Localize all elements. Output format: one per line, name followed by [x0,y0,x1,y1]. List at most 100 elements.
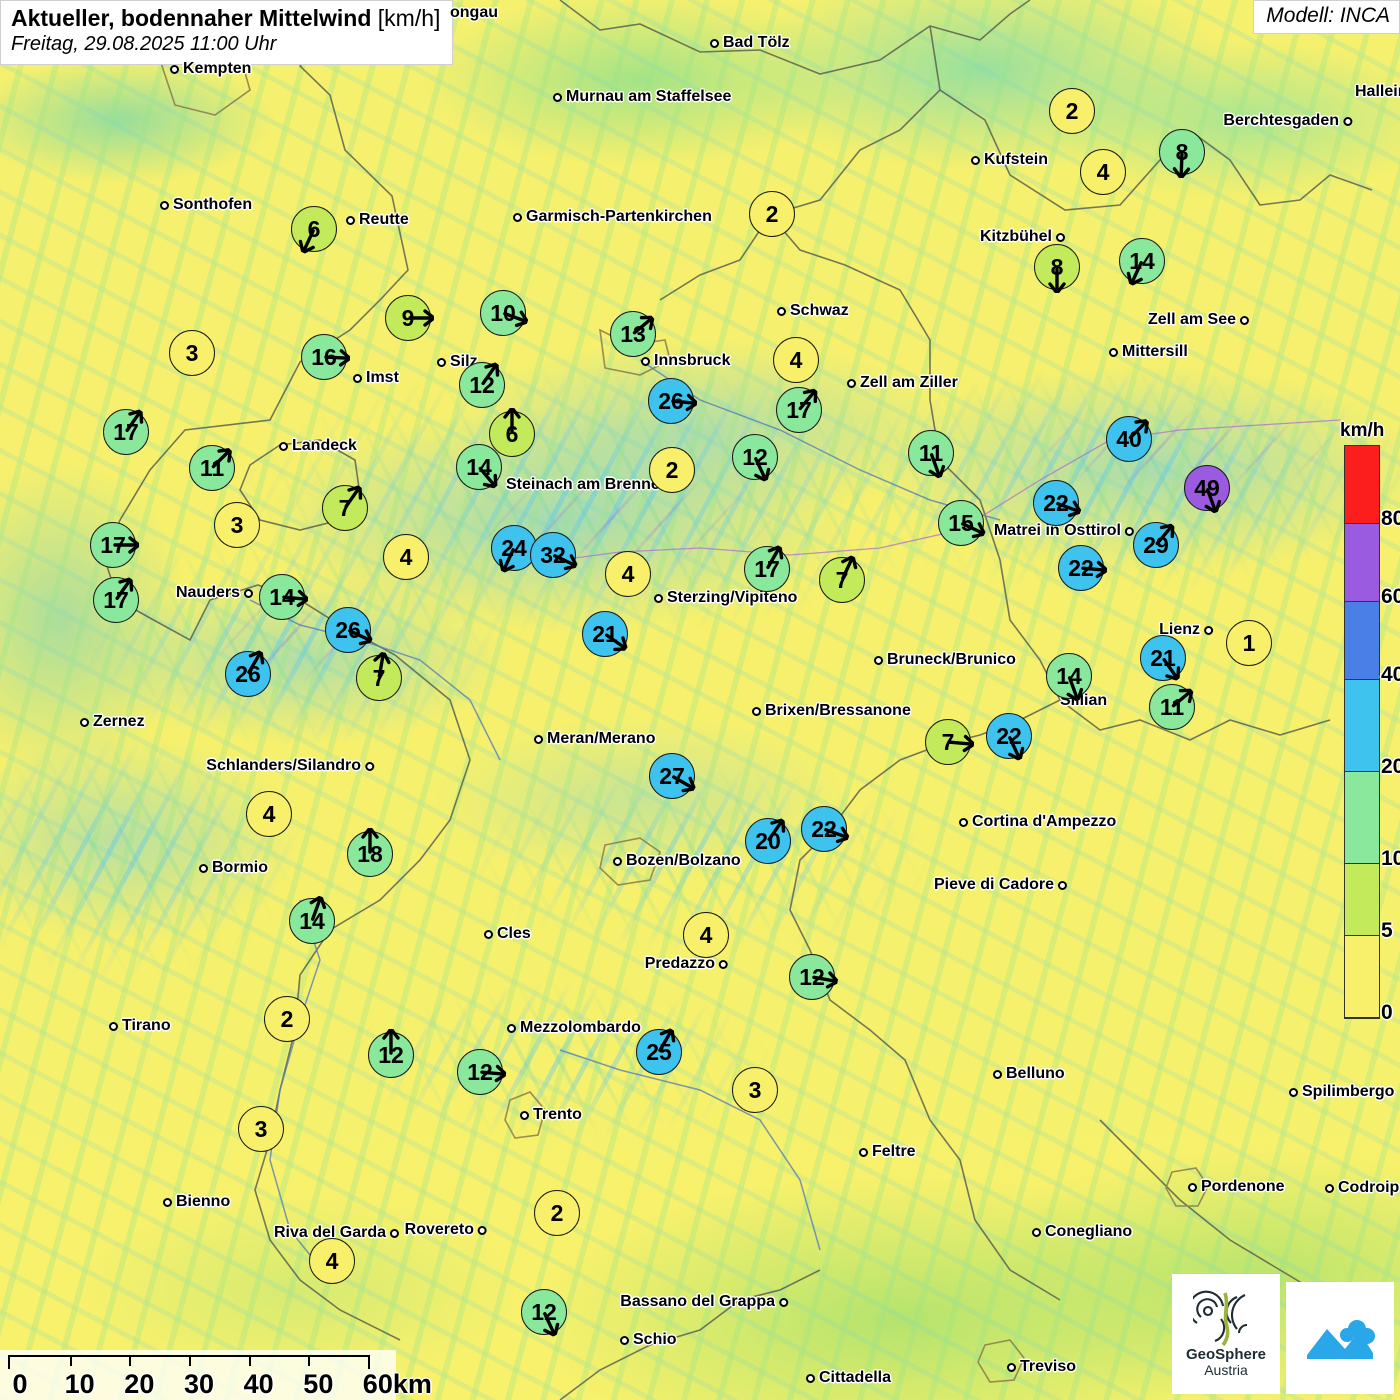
wind-speed-bubble[interactable]: 11 [908,430,954,476]
wind-speed-bubble[interactable]: 2 [649,447,695,493]
wind-speed-bubble[interactable]: 4 [605,551,651,597]
wind-marker[interactable]: 4 [773,337,819,383]
wind-speed-bubble[interactable]: 17 [744,546,790,592]
wind-marker[interactable]: 8 [1159,129,1205,179]
wind-marker[interactable]: 4 [605,551,651,597]
wind-speed-bubble[interactable]: 14 [1119,238,1165,284]
wind-speed-bubble[interactable]: 12 [732,434,778,480]
wind-speed-bubble[interactable]: 3 [169,330,215,376]
wind-marker[interactable]: 3 [214,502,260,548]
wind-marker[interactable]: 12 [459,362,505,408]
wind-speed-bubble[interactable]: 20 [745,818,791,864]
wind-speed-bubble[interactable]: 17 [93,577,139,623]
wind-speed-bubble[interactable]: 2 [749,191,795,237]
wind-marker[interactable]: 12 [732,434,778,483]
wind-speed-bubble[interactable]: 8 [1159,129,1205,175]
wind-marker[interactable]: 13 [610,311,656,357]
wind-speed-bubble[interactable]: 21 [1140,635,1186,681]
wind-speed-bubble[interactable]: 4 [383,534,429,580]
wind-speed-bubble[interactable]: 2 [534,1190,580,1236]
wind-speed-bubble[interactable]: 1 [1226,620,1272,666]
wind-speed-bubble[interactable]: 12 [368,1032,414,1078]
wind-marker[interactable]: 10 [480,290,530,336]
wind-speed-bubble[interactable]: 27 [649,753,695,799]
wind-marker[interactable]: 17 [776,387,822,433]
wind-speed-bubble[interactable]: 12 [459,362,505,408]
wind-marker[interactable]: 49 [1184,465,1230,515]
wind-speed-bubble[interactable]: 4 [683,912,729,958]
wind-marker[interactable]: 26 [325,607,374,653]
wind-speed-bubble[interactable]: 2 [264,996,310,1042]
wind-marker[interactable]: 7 [356,650,402,701]
wind-speed-bubble[interactable]: 8 [1034,244,1080,290]
wind-marker[interactable]: 25 [636,1027,682,1075]
wind-marker[interactable]: 22 [801,806,851,852]
wind-speed-bubble[interactable]: 26 [325,607,371,653]
wind-marker[interactable]: 2 [534,1190,580,1236]
wind-speed-bubble[interactable]: 16 [301,334,347,380]
wind-marker[interactable]: 32 [530,532,579,578]
wind-speed-bubble[interactable]: 26 [648,378,694,424]
wind-speed-bubble[interactable]: 7 [322,485,368,531]
wind-marker[interactable]: 4 [383,534,429,580]
wind-speed-bubble[interactable]: 4 [246,791,292,837]
wind-marker[interactable]: 4 [309,1238,355,1284]
wind-speed-bubble[interactable]: 22 [1033,480,1079,526]
wind-speed-bubble[interactable]: 12 [457,1049,503,1095]
wind-marker[interactable]: 14 [289,894,335,944]
wind-speed-bubble[interactable]: 17 [776,387,822,433]
wind-speed-bubble[interactable]: 9 [385,295,431,341]
wind-speed-bubble[interactable]: 14 [1046,653,1092,699]
wind-speed-bubble[interactable]: 13 [610,311,656,357]
wind-marker[interactable]: 15 [938,500,987,546]
wind-marker[interactable]: 29 [1133,522,1179,568]
wind-marker[interactable]: 21 [582,611,628,657]
wind-speed-bubble[interactable]: 3 [214,502,260,548]
wind-speed-bubble[interactable]: 2 [1049,88,1095,134]
wind-marker[interactable]: 17 [90,522,139,568]
wind-speed-bubble[interactable]: 26 [225,651,271,697]
wind-speed-bubble[interactable]: 12 [521,1289,567,1335]
wind-speed-bubble[interactable]: 49 [1184,465,1230,511]
wind-speed-bubble[interactable]: 10 [480,290,526,336]
wind-marker[interactable]: 17 [103,409,149,455]
wind-marker[interactable]: 22 [986,713,1032,762]
wind-speed-bubble[interactable]: 32 [530,532,576,578]
wind-marker[interactable]: 4 [246,791,292,837]
wind-marker[interactable]: 14 [1046,653,1092,703]
wind-speed-bubble[interactable]: 4 [773,337,819,383]
wind-marker[interactable]: 2 [749,191,795,237]
wind-marker[interactable]: 12 [789,954,840,1000]
wind-marker[interactable]: 18 [347,828,393,877]
wind-marker[interactable]: 4 [683,912,729,958]
wind-marker[interactable]: 7 [322,485,368,531]
wind-speed-bubble[interactable]: 15 [938,500,984,546]
wind-speed-bubble[interactable]: 22 [1058,545,1104,591]
wind-speed-bubble[interactable]: 25 [636,1029,682,1075]
wind-marker[interactable]: 14 [1119,238,1165,287]
wind-marker[interactable]: 26 [648,378,699,424]
wind-speed-bubble[interactable]: 7 [925,719,971,765]
wind-speed-bubble[interactable]: 14 [289,898,335,944]
wind-marker[interactable]: 4 [1080,149,1126,195]
wind-marker[interactable]: 7 [819,554,865,603]
wind-speed-bubble[interactable]: 22 [986,713,1032,759]
wind-speed-bubble[interactable]: 14 [259,574,305,620]
wind-speed-bubble[interactable]: 6 [291,206,337,252]
wind-speed-bubble[interactable]: 17 [90,522,136,568]
wind-speed-bubble[interactable]: 29 [1133,522,1179,568]
wind-marker[interactable]: 27 [649,753,697,799]
wind-marker[interactable]: 20 [745,818,791,864]
wind-marker[interactable]: 1 [1226,620,1272,666]
wind-marker[interactable]: 16 [301,334,352,380]
wind-marker[interactable]: 2 [264,996,310,1042]
wind-marker[interactable]: 21 [1140,635,1186,681]
wind-marker[interactable]: 6 [291,206,337,255]
wind-speed-bubble[interactable]: 14 [456,444,502,490]
wind-marker[interactable]: 6 [489,408,535,457]
wind-marker[interactable]: 14 [456,444,502,490]
wind-speed-bubble[interactable]: 7 [356,655,402,701]
wind-speed-bubble[interactable]: 21 [582,611,628,657]
wind-speed-bubble[interactable]: 22 [801,806,847,852]
wind-marker[interactable]: 40 [1106,416,1152,462]
